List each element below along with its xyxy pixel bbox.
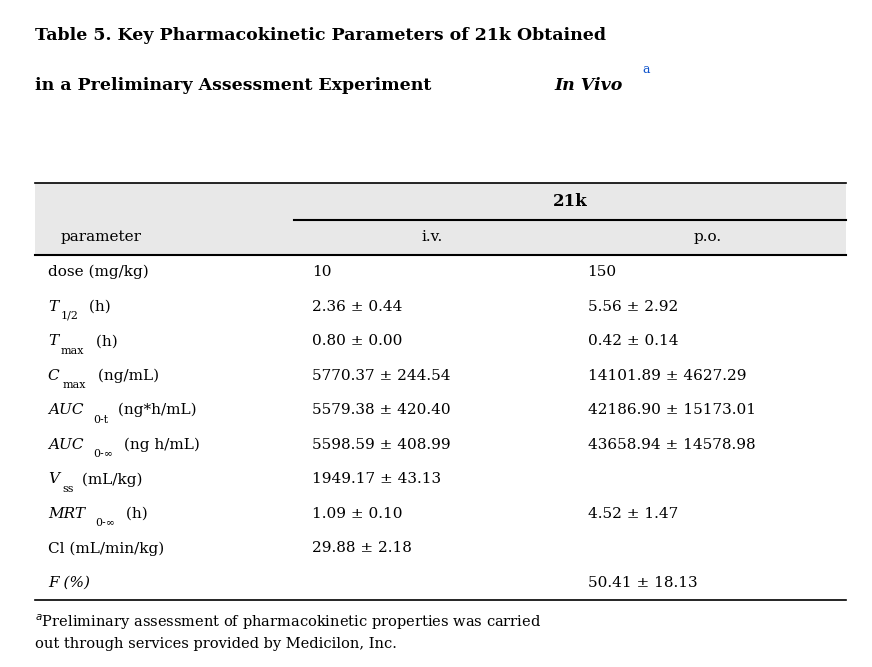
Text: AUC: AUC	[48, 438, 84, 452]
Text: 0-∞: 0-∞	[93, 449, 113, 459]
Text: (ng/mL): (ng/mL)	[93, 369, 160, 383]
Text: T: T	[48, 334, 58, 348]
Text: 5.56 ± 2.92: 5.56 ± 2.92	[588, 299, 678, 313]
Text: ss: ss	[62, 484, 73, 494]
Text: 150: 150	[588, 265, 617, 279]
Text: 0.42 ± 0.14: 0.42 ± 0.14	[588, 334, 678, 348]
Text: max: max	[61, 346, 85, 356]
Text: C: C	[48, 369, 59, 383]
Text: dose (mg/kg): dose (mg/kg)	[48, 265, 148, 279]
Text: parameter: parameter	[61, 231, 142, 244]
Text: 0.80 ± 0.00: 0.80 ± 0.00	[312, 334, 402, 348]
Text: 10: 10	[312, 265, 331, 279]
Text: i.v.: i.v.	[422, 231, 443, 244]
Text: In Vivo: In Vivo	[554, 77, 623, 93]
Text: p.o.: p.o.	[694, 231, 722, 244]
Text: 42186.90 ± 15173.01: 42186.90 ± 15173.01	[588, 404, 755, 418]
Text: max: max	[63, 380, 86, 390]
Text: 1949.17 ± 43.13: 1949.17 ± 43.13	[312, 472, 441, 486]
Text: (ng*h/mL): (ng*h/mL)	[113, 403, 197, 418]
Text: 4.52 ± 1.47: 4.52 ± 1.47	[588, 507, 678, 521]
Text: 29.88 ± 2.18: 29.88 ± 2.18	[312, 542, 412, 556]
Text: in a Preliminary Assessment Experiment: in a Preliminary Assessment Experiment	[35, 77, 437, 93]
Text: In Vivo: In Vivo	[554, 77, 623, 93]
Text: T: T	[48, 299, 58, 313]
Text: 14101.89 ± 4627.29: 14101.89 ± 4627.29	[588, 369, 746, 383]
Text: 5770.37 ± 244.54: 5770.37 ± 244.54	[312, 369, 450, 383]
Text: 5579.38 ± 420.40: 5579.38 ± 420.40	[312, 404, 451, 418]
Text: 5598.59 ± 408.99: 5598.59 ± 408.99	[312, 438, 451, 452]
Text: (mL/kg): (mL/kg)	[77, 472, 142, 486]
Bar	[35, 183, 846, 255]
Text: 1.09 ± 0.10: 1.09 ± 0.10	[312, 507, 402, 521]
Text: 21k: 21k	[553, 193, 588, 210]
Text: 1/2: 1/2	[61, 311, 78, 321]
Text: Table 5. Key Pharmacokinetic Parameters of 21k Obtained: Table 5. Key Pharmacokinetic Parameters …	[35, 27, 606, 43]
Text: 50.41 ± 18.13: 50.41 ± 18.13	[588, 576, 698, 590]
Text: V: V	[48, 472, 58, 486]
Text: Cl (mL/min/kg): Cl (mL/min/kg)	[48, 542, 164, 556]
Text: MRT: MRT	[48, 507, 85, 521]
Text: F (%): F (%)	[48, 576, 90, 590]
Text: 0-t: 0-t	[93, 415, 109, 425]
Text: 43658.94 ± 14578.98: 43658.94 ± 14578.98	[588, 438, 755, 452]
Text: (h): (h)	[121, 507, 148, 521]
Text: a: a	[643, 63, 650, 76]
Text: (h): (h)	[92, 334, 118, 348]
Text: (ng h/mL): (ng h/mL)	[119, 438, 201, 452]
Text: in a Preliminary Assessment Experiment: in a Preliminary Assessment Experiment	[35, 77, 437, 93]
Text: AUC: AUC	[48, 404, 84, 418]
Text: (h): (h)	[84, 299, 111, 313]
Text: 2.36 ± 0.44: 2.36 ± 0.44	[312, 299, 402, 313]
Text: $^{a}$Preliminary assessment of pharmacokinetic properties was carried
out throu: $^{a}$Preliminary assessment of pharmaco…	[35, 612, 542, 652]
Text: 0-∞: 0-∞	[96, 518, 115, 528]
